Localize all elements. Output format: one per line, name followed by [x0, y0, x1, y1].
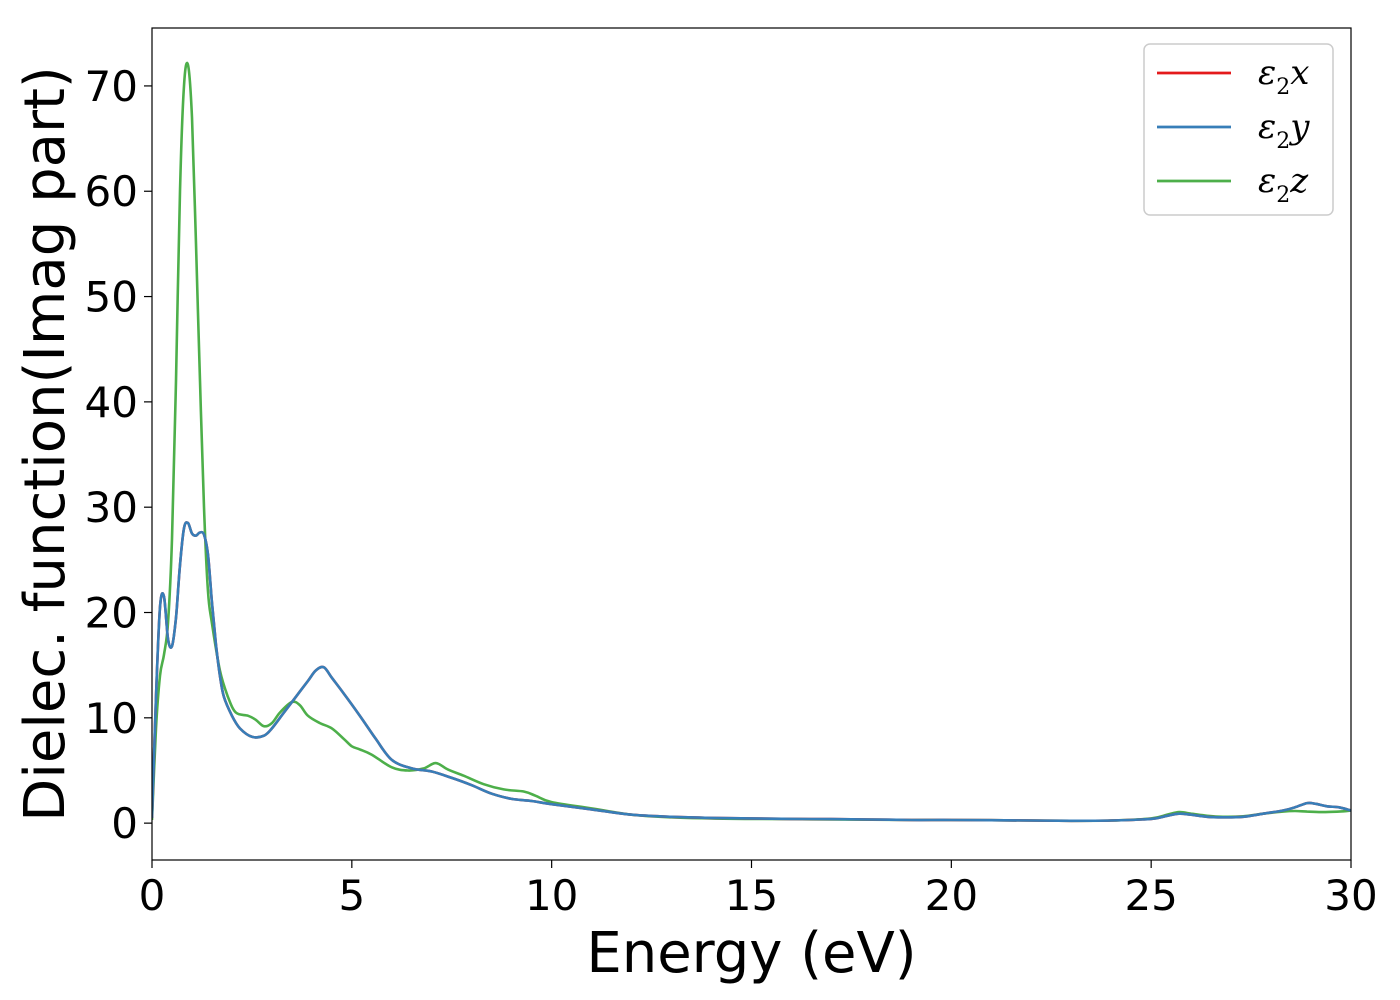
x-tick-label: 10: [525, 871, 578, 920]
x-tick-label: 20: [925, 871, 978, 920]
y-tick-label: 40: [85, 378, 138, 427]
y-tick-label: 10: [85, 694, 138, 743]
legend-label-z: ε2z: [1258, 161, 1309, 208]
y-axis-ticks: 0 10 20 30 40 50 60 70: [85, 62, 152, 848]
legend: ε2x ε2y ε2z: [1143, 43, 1334, 216]
legend-label-y: ε2y: [1258, 107, 1310, 154]
y-tick-label: 60: [85, 167, 138, 216]
x-tick-label: 25: [1124, 871, 1177, 920]
x-axis-ticks: 0 5 10 15 20 25 30: [139, 860, 1378, 920]
y-tick-label: 0: [111, 799, 138, 848]
legend-box: [1143, 43, 1334, 216]
series-line-y: [152, 521, 1351, 823]
y-tick-label: 50: [85, 273, 138, 322]
legend-label-x: ε2x: [1258, 53, 1309, 100]
x-tick-label: 30: [1324, 871, 1377, 920]
x-tick-label: 5: [338, 871, 365, 920]
y-axis-title: Dielec. function(Imag part): [13, 66, 78, 822]
x-tick-label: 15: [725, 871, 778, 920]
y-tick-label: 70: [85, 62, 138, 111]
y-tick-label: 20: [85, 589, 138, 638]
series-layer: [152, 61, 1351, 823]
x-axis-title: Energy (eV): [586, 921, 916, 986]
y-tick-label: 30: [85, 483, 138, 532]
x-tick-label: 0: [139, 871, 166, 920]
